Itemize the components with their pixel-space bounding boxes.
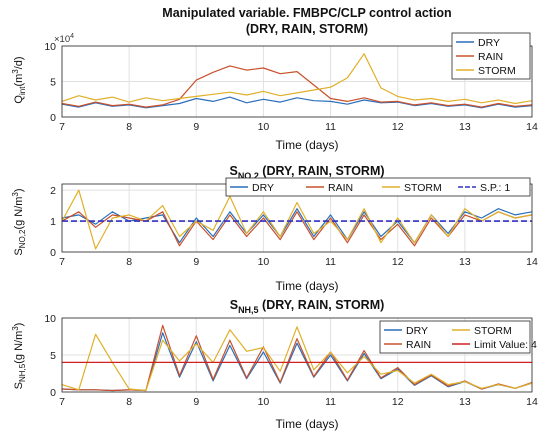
chart-3-y-tick-label: 5 [50,350,56,362]
chart-3-x-tick-label: 13 [459,396,471,408]
chart-1-y-exponent: ×104 [54,33,74,45]
chart-1-x-tick-label: 11 [325,121,336,133]
chart-2-ylabel: SNO,2(g N/m3) [11,188,27,255]
chart-1-title: (DRY, RAIN, STORM) [246,22,368,36]
chart-2-title: SNO,2 (DRY, RAIN, STORM) [229,164,384,181]
chart-1-series-dry [62,96,532,109]
chart-2-series-storm [62,189,532,250]
chart-3-y-tick-label: 0 [50,387,56,399]
chart-panel-2: SNO,2 (DRY, RAIN, STORM) SNO,2(g N/m3) T… [11,164,538,293]
chart-2-y-tick-label: 2 [50,185,56,197]
chart-2-x-tick-label: 9 [193,256,199,268]
chart-3-legend-label: Limit Value: 4 [474,339,537,351]
chart-3-x-tick-label: 10 [258,396,270,408]
chart-3-legend-box [379,320,531,354]
chart-panel-3: SNH,5 (DRY, RAIN, STORM) SNH,5(g N/m3) T… [11,298,538,431]
chart-3-title: SNH,5 (DRY, RAIN, STORM) [230,298,385,315]
chart-1-series-storm [62,53,532,105]
chart-3-series-storm [62,326,532,392]
chart-2-x-tick-label: 7 [59,256,65,268]
chart-2-x-tick-label: 13 [459,256,471,268]
chart-3-legend-label: STORM [474,325,512,337]
chart-3-x-tick-label: 12 [392,396,404,408]
chart-3-y-tick-label: 10 [44,313,56,325]
chart-2-x-tick-label: 8 [126,256,132,268]
chart-2-x-tick-label: 12 [392,256,404,268]
chart-2-legend-label: RAIN [328,182,353,194]
chart-1-x-tick-label: 7 [59,121,65,133]
chart-2-legend-label: DRY [252,182,274,194]
chart-2-y-tick-label: 0 [50,247,56,259]
chart-2-series-rain [62,211,532,247]
chart-2-x-tick-label: 14 [526,256,538,268]
chart-1-legend: DRY RAIN STORM [451,32,531,80]
chart-2-legend-label: S.P.: 1 [480,182,510,194]
chart-1-xlabel: Time (days) [276,138,339,152]
chart-3-ylabel: SNH,5(g N/m3) [11,323,27,390]
chart-3-legend-label: RAIN [406,339,431,351]
chart-3-x-tick-label: 9 [193,396,199,408]
chart-2-x-tick-label: 11 [325,256,336,268]
chart-1-y-tick-label: 0 [50,112,56,124]
chart-3-x-tick-label: 7 [59,396,65,408]
figure-title: Manipulated variable. FMBPC/CLP control … [162,6,451,20]
chart-2-xlabel: Time (days) [276,279,339,293]
chart-1-x-tick-label: 14 [526,121,538,133]
chart-2-y-tick-label: 1 [50,216,56,228]
chart-1-x-tick-label: 12 [392,121,404,133]
chart-1-y-tick-label: 10 [44,41,56,53]
chart-3-xlabel: Time (days) [276,417,339,431]
chart-1-legend-label: STORM [478,65,516,77]
chart-1-x-tick-label: 8 [126,121,132,133]
chart-3-legend-label: DRY [406,325,428,337]
chart-1-ylabel: Qint(m3/d) [11,56,27,103]
chart-1-x-tick-label: 13 [459,121,471,133]
chart-1-y-tick-label: 5 [50,77,56,89]
chart-2-legend: DRY RAIN STORM S.P.: 1 [225,177,531,197]
chart-3-x-tick-label: 11 [325,396,336,408]
chart-2-legend-label: STORM [404,182,442,194]
chart-1-x-tick-label: 9 [193,121,199,133]
chart-3-x-tick-label: 14 [526,396,538,408]
chart-3-legend: DRY RAIN STORM Limit Value: 4 [379,320,537,354]
chart-2-legend-box [225,177,531,197]
chart-3-axes-frame [61,317,533,393]
chart-3-x-tick-label: 8 [126,396,132,408]
chart-1-legend-label: DRY [478,37,500,49]
chart-panel-1: (DRY, RAIN, STORM) ×104 Qint(m3/d) Time … [11,22,538,152]
chart-1-x-tick-label: 10 [258,121,270,133]
chart-1-legend-label: RAIN [478,51,503,63]
chart-2-x-tick-label: 10 [258,256,270,268]
chart-1-series-rain [62,65,532,108]
chart-1-axes-frame [61,45,533,118]
